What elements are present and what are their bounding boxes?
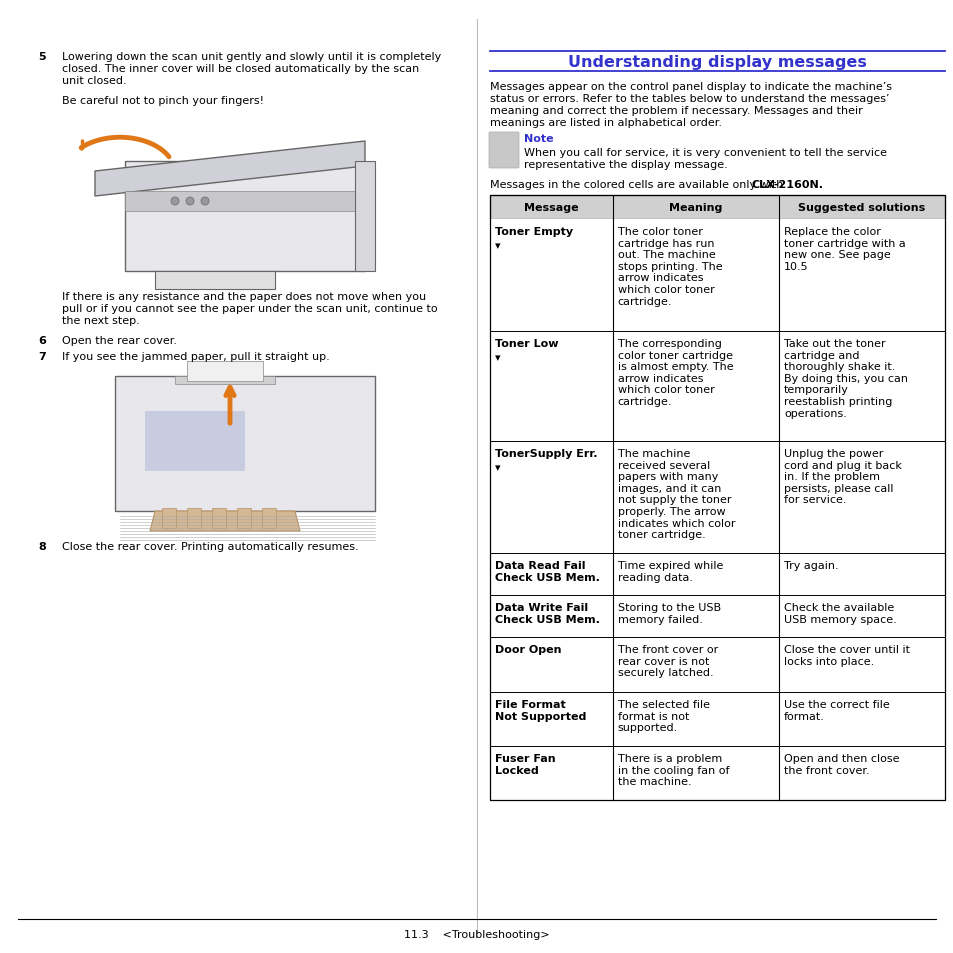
Text: Message: Message (523, 203, 578, 213)
Bar (187, 361, 263, 381)
Text: Take out the toner
cartridge and
thoroughly shake it.
By doing this, you can
tem: Take out the toner cartridge and thoroug… (783, 338, 907, 418)
Text: ▾: ▾ (495, 241, 500, 251)
Text: CLX-2160N.: CLX-2160N. (751, 180, 823, 190)
Text: Use the correct file
format.: Use the correct file format. (783, 700, 889, 720)
Text: unit closed.: unit closed. (62, 76, 127, 86)
FancyBboxPatch shape (489, 132, 518, 169)
Text: 6: 6 (38, 335, 46, 346)
Text: 5: 5 (38, 52, 46, 62)
Text: Suggested solutions: Suggested solutions (798, 203, 924, 213)
Bar (145, 412, 245, 472)
Bar (490, 638, 944, 692)
Text: Check the available
USB memory space.: Check the available USB memory space. (783, 602, 896, 624)
Text: Fuser Fan: Fuser Fan (495, 753, 555, 763)
Text: the next step.: the next step. (62, 315, 139, 326)
Text: TonerSupply Err.: TonerSupply Err. (495, 449, 597, 458)
Text: 8: 8 (38, 541, 46, 552)
Text: Understanding display messages: Understanding display messages (567, 54, 866, 70)
Text: The front cover or
rear cover is not
securely latched.: The front cover or rear cover is not sec… (618, 644, 718, 678)
Circle shape (186, 198, 193, 206)
Text: representative the display message.: representative the display message. (523, 160, 727, 170)
Text: Check USB Mem.: Check USB Mem. (495, 615, 599, 624)
Text: The selected file
format is not
supported.: The selected file format is not supporte… (618, 700, 709, 733)
Text: Not Supported: Not Supported (495, 711, 586, 721)
Bar (490, 195, 944, 801)
Text: Open the rear cover.: Open the rear cover. (62, 335, 177, 346)
Bar (125, 162, 365, 272)
Bar (154, 272, 274, 290)
Text: Toner Low: Toner Low (495, 338, 558, 349)
Circle shape (171, 198, 179, 206)
Text: ▾: ▾ (495, 462, 500, 473)
Text: The machine
received several
papers with many
images, and it can
not supply the : The machine received several papers with… (618, 449, 735, 539)
Text: 7: 7 (38, 352, 46, 361)
Bar (355, 162, 375, 272)
Text: Data Write Fail: Data Write Fail (495, 602, 587, 613)
Text: Check USB Mem.: Check USB Mem. (495, 573, 599, 582)
Text: 11.3    <Troubleshooting>: 11.3 <Troubleshooting> (404, 929, 549, 939)
Text: Data Read Fail: Data Read Fail (495, 560, 585, 571)
Text: Meaning: Meaning (668, 203, 721, 213)
Bar (262, 509, 275, 529)
Bar (490, 220, 944, 332)
Text: There is a problem
in the cooling fan of
the machine.: There is a problem in the cooling fan of… (618, 753, 729, 786)
Bar (490, 746, 944, 801)
Text: Try again.: Try again. (783, 560, 838, 571)
Bar (174, 376, 274, 385)
Text: Lowering down the scan unit gently and slowly until it is completely: Lowering down the scan unit gently and s… (62, 52, 441, 62)
Bar (490, 332, 944, 441)
Text: Be careful not to pinch your fingers!: Be careful not to pinch your fingers! (62, 96, 264, 106)
Bar (490, 692, 944, 746)
Bar (490, 195, 944, 220)
Text: When you call for service, it is very convenient to tell the service: When you call for service, it is very co… (523, 148, 886, 158)
Text: Messages appear on the control panel display to indicate the machine’s: Messages appear on the control panel dis… (490, 82, 891, 91)
Text: closed. The inner cover will be closed automatically by the scan: closed. The inner cover will be closed a… (62, 64, 418, 74)
Bar (490, 441, 944, 554)
Polygon shape (150, 512, 299, 532)
Text: Open and then close
the front cover.: Open and then close the front cover. (783, 753, 899, 775)
Polygon shape (95, 142, 365, 196)
Text: Locked: Locked (495, 765, 538, 775)
Text: Replace the color
toner cartridge with a
new one. See page
10.5: Replace the color toner cartridge with a… (783, 227, 904, 272)
Bar (212, 509, 226, 529)
Text: pull or if you cannot see the paper under the scan unit, continue to: pull or if you cannot see the paper unde… (62, 304, 437, 314)
Text: status or errors. Refer to the tables below to understand the messages’: status or errors. Refer to the tables be… (490, 94, 888, 104)
Text: The corresponding
color toner cartridge
is almost empty. The
arrow indicates
whi: The corresponding color toner cartridge … (618, 338, 733, 407)
Text: meanings are listed in alphabetical order.: meanings are listed in alphabetical orde… (490, 118, 721, 128)
Text: If you see the jammed paper, pull it straight up.: If you see the jammed paper, pull it str… (62, 352, 330, 361)
Text: Messages in the colored cells are available only with: Messages in the colored cells are availa… (490, 180, 786, 190)
Bar (490, 596, 944, 638)
Bar (162, 509, 175, 529)
Bar (187, 509, 201, 529)
Bar (125, 192, 365, 212)
Text: If there is any resistance and the paper does not move when you: If there is any resistance and the paper… (62, 292, 426, 302)
Text: ▾: ▾ (495, 353, 500, 363)
Text: File Format: File Format (495, 700, 565, 709)
Text: Note: Note (523, 133, 553, 144)
Bar (236, 509, 251, 529)
Bar (490, 554, 944, 596)
Text: meaning and correct the problem if necessary. Messages and their: meaning and correct the problem if neces… (490, 106, 862, 116)
Text: Time expired while
reading data.: Time expired while reading data. (618, 560, 722, 582)
Circle shape (201, 198, 209, 206)
Text: Close the cover until it
locks into place.: Close the cover until it locks into plac… (783, 644, 909, 666)
Text: Toner Empty: Toner Empty (495, 227, 573, 236)
Text: Unplug the power
cord and plug it back
in. If the problem
persists, please call
: Unplug the power cord and plug it back i… (783, 449, 901, 505)
Text: Storing to the USB
memory failed.: Storing to the USB memory failed. (618, 602, 720, 624)
Text: Close the rear cover. Printing automatically resumes.: Close the rear cover. Printing automatic… (62, 541, 358, 552)
Text: Door Open: Door Open (495, 644, 561, 655)
Bar (115, 376, 375, 512)
Text: The color toner
cartridge has run
out. The machine
stops printing. The
arrow ind: The color toner cartridge has run out. T… (618, 227, 721, 306)
